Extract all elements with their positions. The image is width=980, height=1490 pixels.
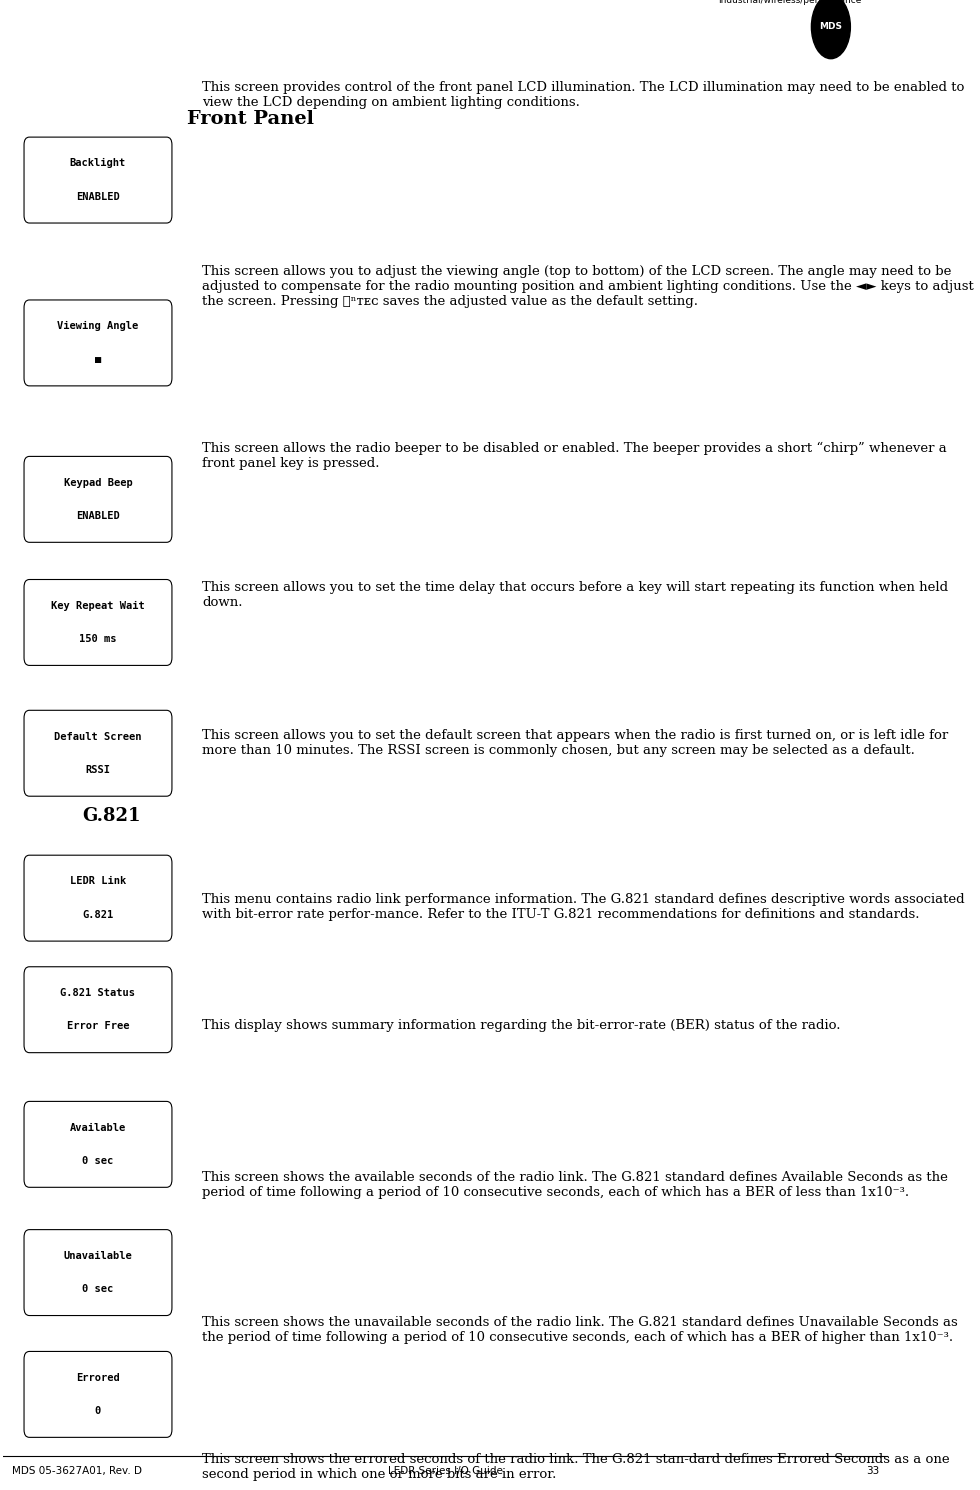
Text: This screen allows you to set the time delay that occurs before a key will start: This screen allows you to set the time d… [202, 581, 949, 609]
Text: ENABLED: ENABLED [76, 192, 120, 201]
Text: 33: 33 [866, 1466, 880, 1477]
Text: This screen shows the errored seconds of the radio link. The G.821 stan-dard def: This screen shows the errored seconds of… [202, 1453, 950, 1481]
Text: MDS 05-3627A01, Rev. D: MDS 05-3627A01, Rev. D [12, 1466, 142, 1477]
Text: This screen allows you to adjust the viewing angle (top to bottom) of the LCD sc: This screen allows you to adjust the vie… [202, 265, 974, 308]
Text: LEDR Series I/O Guide: LEDR Series I/O Guide [388, 1466, 503, 1477]
Circle shape [811, 0, 851, 58]
Text: Error Free: Error Free [67, 1021, 129, 1031]
Text: ■: ■ [95, 355, 101, 365]
Text: Viewing Angle: Viewing Angle [58, 322, 138, 331]
Text: This display shows summary information regarding the bit-error-rate (BER) status: This display shows summary information r… [202, 1019, 841, 1031]
Text: 0 sec: 0 sec [82, 1284, 114, 1295]
FancyBboxPatch shape [24, 1229, 172, 1316]
Text: Available: Available [70, 1122, 126, 1132]
Text: Default Screen: Default Screen [54, 732, 142, 742]
Text: Backlight: Backlight [70, 158, 126, 168]
FancyBboxPatch shape [24, 137, 172, 223]
FancyBboxPatch shape [24, 456, 172, 542]
Text: This menu contains radio link performance information. The G.821 standard define: This menu contains radio link performanc… [202, 893, 964, 921]
FancyBboxPatch shape [24, 580, 172, 666]
Text: Unavailable: Unavailable [64, 1252, 132, 1261]
FancyBboxPatch shape [24, 967, 172, 1052]
Text: Keypad Beep: Keypad Beep [64, 478, 132, 487]
Text: This screen allows you to set the default screen that appears when the radio is : This screen allows you to set the defaul… [202, 729, 949, 757]
Text: This screen allows the radio beeper to be disabled or enabled. The beeper provid: This screen allows the radio beeper to b… [202, 443, 947, 471]
Text: RSSI: RSSI [85, 764, 111, 775]
Text: G.821: G.821 [82, 910, 114, 919]
Text: This screen shows the available seconds of the radio link. The G.821 standard de: This screen shows the available seconds … [202, 1171, 948, 1199]
FancyBboxPatch shape [24, 711, 172, 796]
FancyBboxPatch shape [24, 1101, 172, 1188]
Text: This screen shows the unavailable seconds of the radio link. The G.821 standard : This screen shows the unavailable second… [202, 1316, 957, 1344]
Text: industrial/wireless/performance: industrial/wireless/performance [718, 0, 861, 6]
FancyBboxPatch shape [24, 855, 172, 942]
Text: ENABLED: ENABLED [76, 511, 120, 522]
Text: This screen provides control of the front panel LCD illumination. The LCD illumi: This screen provides control of the fron… [202, 80, 964, 109]
FancyBboxPatch shape [24, 1351, 172, 1438]
Text: 0 sec: 0 sec [82, 1156, 114, 1167]
Text: Key Repeat Wait: Key Repeat Wait [51, 600, 145, 611]
Text: Errored: Errored [76, 1372, 120, 1383]
FancyBboxPatch shape [24, 299, 172, 386]
Text: LEDR Link: LEDR Link [70, 876, 126, 887]
Text: G.821: G.821 [82, 808, 141, 825]
Text: 0: 0 [95, 1407, 101, 1416]
Text: Front Panel: Front Panel [187, 110, 315, 128]
Text: 150 ms: 150 ms [79, 635, 117, 644]
Text: G.821 Status: G.821 Status [61, 988, 135, 998]
Text: MDS: MDS [819, 22, 843, 31]
